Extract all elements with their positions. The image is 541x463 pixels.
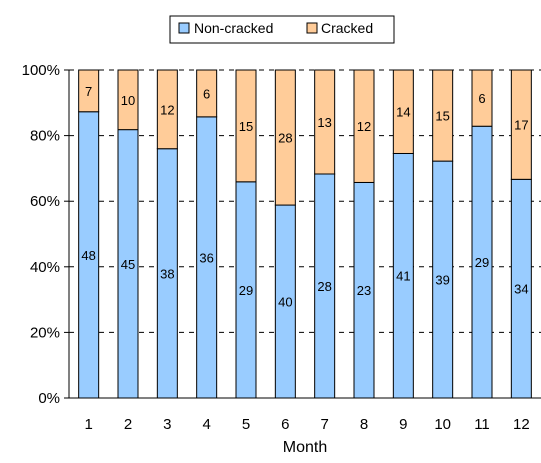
y-tick-label: 20% [30,324,60,341]
bar-cracked-5 [235,69,257,183]
data-label-cracked-7: 13 [317,115,331,130]
data-label-non-cracked-9: 41 [396,269,410,284]
x-tick-label: 4 [202,416,210,433]
data-label-non-cracked-7: 28 [317,279,331,294]
legend-box [169,15,395,44]
legend-swatch-non-cracked [178,22,190,34]
data-label-cracked-9: 14 [396,105,410,120]
bar-cracked-4 [196,69,218,118]
axes [64,69,541,399]
data-label-cracked-8: 12 [357,119,371,134]
x-tick-label: 10 [434,416,451,433]
gridlines [69,69,541,333]
data-label-cracked-12: 17 [514,118,528,133]
data-label-non-cracked-12: 34 [514,282,528,297]
data-label-cracked-4: 6 [203,86,210,101]
y-tick-label: 0% [38,390,60,407]
data-label-non-cracked-6: 40 [278,295,292,310]
bar-cracked-8 [353,69,375,183]
x-tick-label: 12 [513,416,530,433]
data-label-non-cracked-5: 29 [239,283,253,298]
bar-cracked-6 [274,69,296,206]
data-label-non-cracked-1: 48 [81,248,95,263]
x-tick-label: 8 [360,416,368,433]
bar-cracked-7 [314,69,336,175]
bar-cracked-12 [510,69,532,180]
legend: Non-cracked Cracked [169,15,395,44]
bar-cracked-1 [78,69,100,113]
y-tick-labels: 0% 20% 40% 60% 80% 100% [22,62,60,407]
y-tick-label: 40% [30,259,60,276]
data-label-cracked-3: 12 [160,102,174,117]
bar-cracked-9 [392,69,414,154]
data-label-non-cracked-8: 23 [357,283,371,298]
x-tick-label: 3 [163,416,171,433]
bar-cracked-11 [471,69,493,127]
data-label-non-cracked-10: 39 [435,273,449,288]
data-label-cracked-2: 10 [121,93,135,108]
y-tick-label: 100% [22,62,60,79]
legend-label-non-cracked: Non-cracked [194,20,273,36]
data-label-non-cracked-3: 38 [160,266,174,281]
data-label-non-cracked-2: 45 [121,257,135,272]
y-tick-label: 80% [30,128,60,145]
x-tick-label: 7 [320,416,328,433]
x-tick-label: 9 [399,416,407,433]
data-label-cracked-10: 15 [435,109,449,124]
bar-cracked-2 [117,69,139,131]
x-tick-label: 6 [281,416,289,433]
data-label-cracked-11: 6 [478,91,485,106]
x-tick-label: 1 [84,416,92,433]
x-tick-label: 5 [242,416,250,433]
x-tick-label: 2 [124,416,132,433]
data-label-cracked-5: 15 [239,119,253,134]
data-label-cracked-1: 7 [85,84,92,99]
legend-label-cracked: Cracked [321,20,373,36]
y-tick-label: 60% [30,193,60,210]
bar-cracked-10 [432,69,454,162]
bars: 48 7 45 10 38 12 36 6 29 15 40 28 28 13 23 12 41 14 39 15 29… [78,69,532,399]
legend-swatch-cracked [306,22,318,34]
x-axis-label: Month [283,439,327,456]
bar-cracked-3 [156,69,178,150]
x-tick-label: 11 [474,416,490,433]
data-label-non-cracked-4: 36 [199,250,213,265]
data-label-non-cracked-11: 29 [475,255,489,270]
x-tick-labels: 1 2 3 4 5 6 7 8 9 10 11 12 [84,416,529,433]
data-label-cracked-6: 28 [278,131,292,146]
